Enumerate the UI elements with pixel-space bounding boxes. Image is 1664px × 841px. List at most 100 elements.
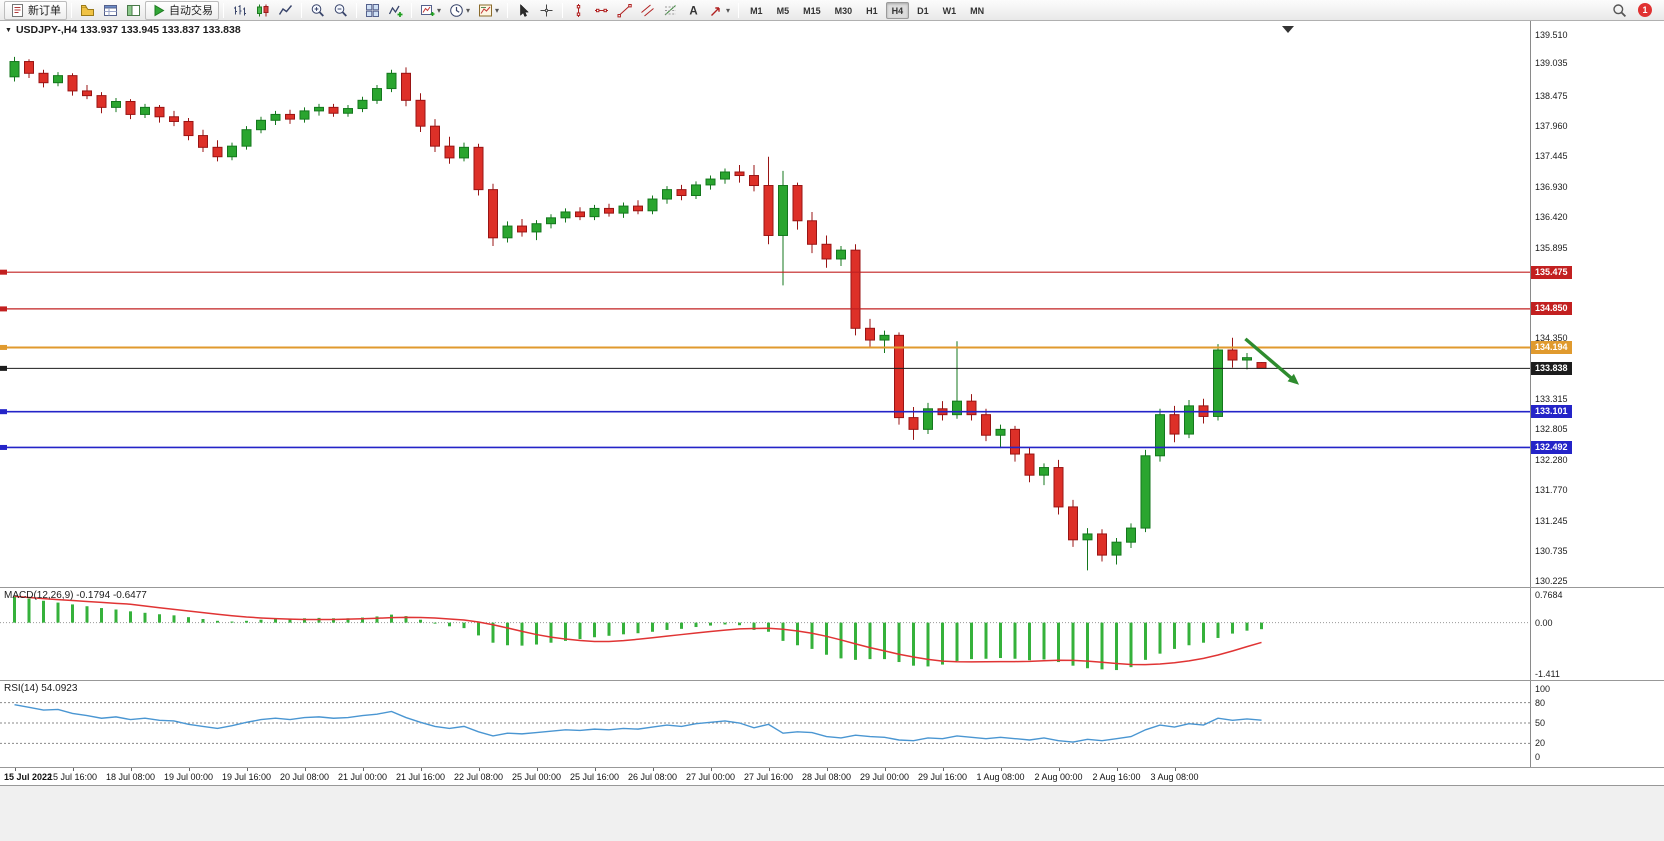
hline-icon (595, 8, 609, 12)
toolbar-separator (356, 2, 357, 18)
macd-tick-label: 0.7684 (1535, 589, 1563, 600)
bar-chart-button[interactable] (228, 1, 251, 20)
template-button[interactable]: ▾ (474, 1, 503, 20)
fibo-icon (664, 4, 677, 15)
toolbar-separator (223, 2, 224, 18)
time-tick (478, 768, 480, 771)
price-tick-label: 136.420 (1535, 211, 1568, 222)
time-tick (594, 768, 596, 771)
linechart-icon (278, 4, 293, 15)
time-axis-label: 19 Jul 16:00 (221, 772, 272, 782)
time-tick (942, 768, 944, 771)
tile-windows-button[interactable] (361, 1, 384, 20)
line-chart-button[interactable] (274, 1, 297, 20)
vline-button[interactable] (567, 1, 590, 20)
rsi-tick-label: 20 (1535, 738, 1546, 749)
arrows-icon (711, 6, 720, 16)
zoom-in-icon (311, 3, 324, 17)
time-axis[interactable]: 15 Jul 2022 15 Jul 16:00 18 Jul 08:00 19 Ju… (0, 768, 1664, 786)
time-tick (420, 768, 422, 771)
period-button[interactable]: ▾ (445, 1, 474, 20)
price-tick-label: 136.930 (1535, 181, 1568, 192)
toolbar: 新订单 自动交易 ▾ ▾ ▾ A ▾ M1 M5 M15 M30 H1 H4 D1 W1 MN 1 (0, 0, 1664, 21)
search-button[interactable] (1608, 1, 1631, 20)
timeframe-w1[interactable]: W1 (942, 5, 957, 16)
text-icon: A (689, 5, 697, 17)
price-tick-label: 132.280 (1535, 454, 1568, 465)
timeframe-d1[interactable]: D1 (917, 5, 929, 16)
time-tick (884, 768, 886, 771)
time-tick (1058, 768, 1060, 771)
tile-icon (366, 3, 379, 17)
text-button[interactable]: A (682, 1, 705, 20)
trendline-button[interactable] (613, 1, 636, 20)
rsi-chart[interactable] (0, 681, 1530, 768)
navigator-button[interactable] (122, 1, 145, 20)
price-chart[interactable] (0, 21, 1530, 588)
fibonacci-button[interactable] (659, 1, 682, 20)
channel-button[interactable] (636, 1, 659, 20)
price-axis[interactable]: 139.510 139.035 138.475 137.960 137.445 136.9… (1530, 21, 1664, 587)
new-order-button-label: 新订单 (28, 5, 61, 17)
chevron-down-icon[interactable]: ▾ (726, 5, 731, 15)
time-tick (14, 768, 16, 771)
macd-axis[interactable]: 0.7684 0.00 -1.411 (1530, 588, 1664, 680)
time-axis-label: 15 Jul 16:00 (47, 772, 98, 782)
price-line-badge: 134.850 (1531, 302, 1572, 316)
timeframe-m15[interactable]: M15 (803, 5, 821, 16)
macd-histogram (13, 596, 1263, 671)
time-axis-label: 21 Jul 00:00 (337, 772, 388, 782)
profiles-button[interactable] (76, 1, 99, 20)
bars-icon (234, 4, 246, 15)
timeframe-h1[interactable]: H1 (866, 5, 878, 16)
time-axis-label: 27 Jul 00:00 (685, 772, 736, 782)
time-axis-label: 2 Aug 16:00 (1092, 772, 1141, 782)
macd-signal-line (14, 595, 1262, 666)
one-click-expand-icon[interactable]: ▼ (5, 26, 12, 34)
macd-tick-label: -1.411 (1535, 669, 1560, 680)
market-watch-icon (104, 4, 117, 16)
time-axis-label: 27 Jul 16:00 (743, 772, 794, 782)
market-watch-button[interactable] (99, 1, 122, 20)
timeframe-m1[interactable]: M1 (750, 5, 763, 16)
zoom-out-button[interactable] (329, 1, 352, 20)
line-left-marker (0, 344, 7, 350)
autotrading-button[interactable]: 自动交易 (145, 0, 219, 20)
zoom-in-button[interactable] (306, 1, 329, 20)
svg-text:A: A (689, 5, 697, 17)
chevron-down-icon[interactable]: ▾ (466, 5, 471, 15)
vline-icon (576, 3, 581, 17)
new-order-button[interactable]: 新订单 (4, 0, 67, 20)
arrow-tools-button[interactable]: ▾ (705, 1, 734, 20)
timeframe-m30[interactable]: M30 (834, 5, 853, 16)
indicators-button[interactable] (384, 1, 407, 20)
rsi-tick-label: 100 (1535, 684, 1551, 694)
line-left-marker (0, 444, 7, 450)
toolbar-separator (562, 2, 564, 18)
macd-panel: 0.7684 0.00 -1.411 MACD(12,26,9) -0.1794 -… (0, 588, 1664, 681)
chevron-down-icon[interactable]: ▾ (495, 5, 500, 15)
annotation-arrow[interactable] (1244, 337, 1300, 385)
navigator-icon (127, 4, 140, 16)
hline-button[interactable] (590, 1, 613, 20)
rsi-axis[interactable]: 100 80 50 20 0 (1530, 681, 1664, 767)
line-left-marker (0, 409, 7, 415)
rsi-tick-label: 50 (1535, 718, 1546, 728)
macd-chart[interactable] (0, 588, 1530, 681)
time-tick (72, 768, 74, 771)
new-chart-button[interactable]: ▾ (416, 1, 445, 20)
notifications-badge[interactable]: 1 (1638, 3, 1652, 17)
candle-chart-button[interactable] (251, 1, 274, 20)
candles (9, 56, 1267, 571)
timeframe-m5[interactable]: M5 (776, 5, 790, 16)
toolbar-separator (301, 2, 302, 18)
time-axis-label: 22 Jul 08:00 (453, 772, 504, 782)
crosshair-button[interactable] (535, 1, 558, 20)
rsi-panel: 100 80 50 20 0 RSI(14) 54.0923 (0, 681, 1664, 768)
time-tick (1174, 768, 1176, 771)
cursor-button[interactable] (512, 1, 535, 20)
rsi-tick-label: 80 (1535, 697, 1546, 708)
timeframe-mn[interactable]: MN (970, 5, 985, 16)
timeframe-h4[interactable]: H4 (885, 1, 910, 19)
chevron-down-icon[interactable]: ▾ (437, 5, 442, 15)
